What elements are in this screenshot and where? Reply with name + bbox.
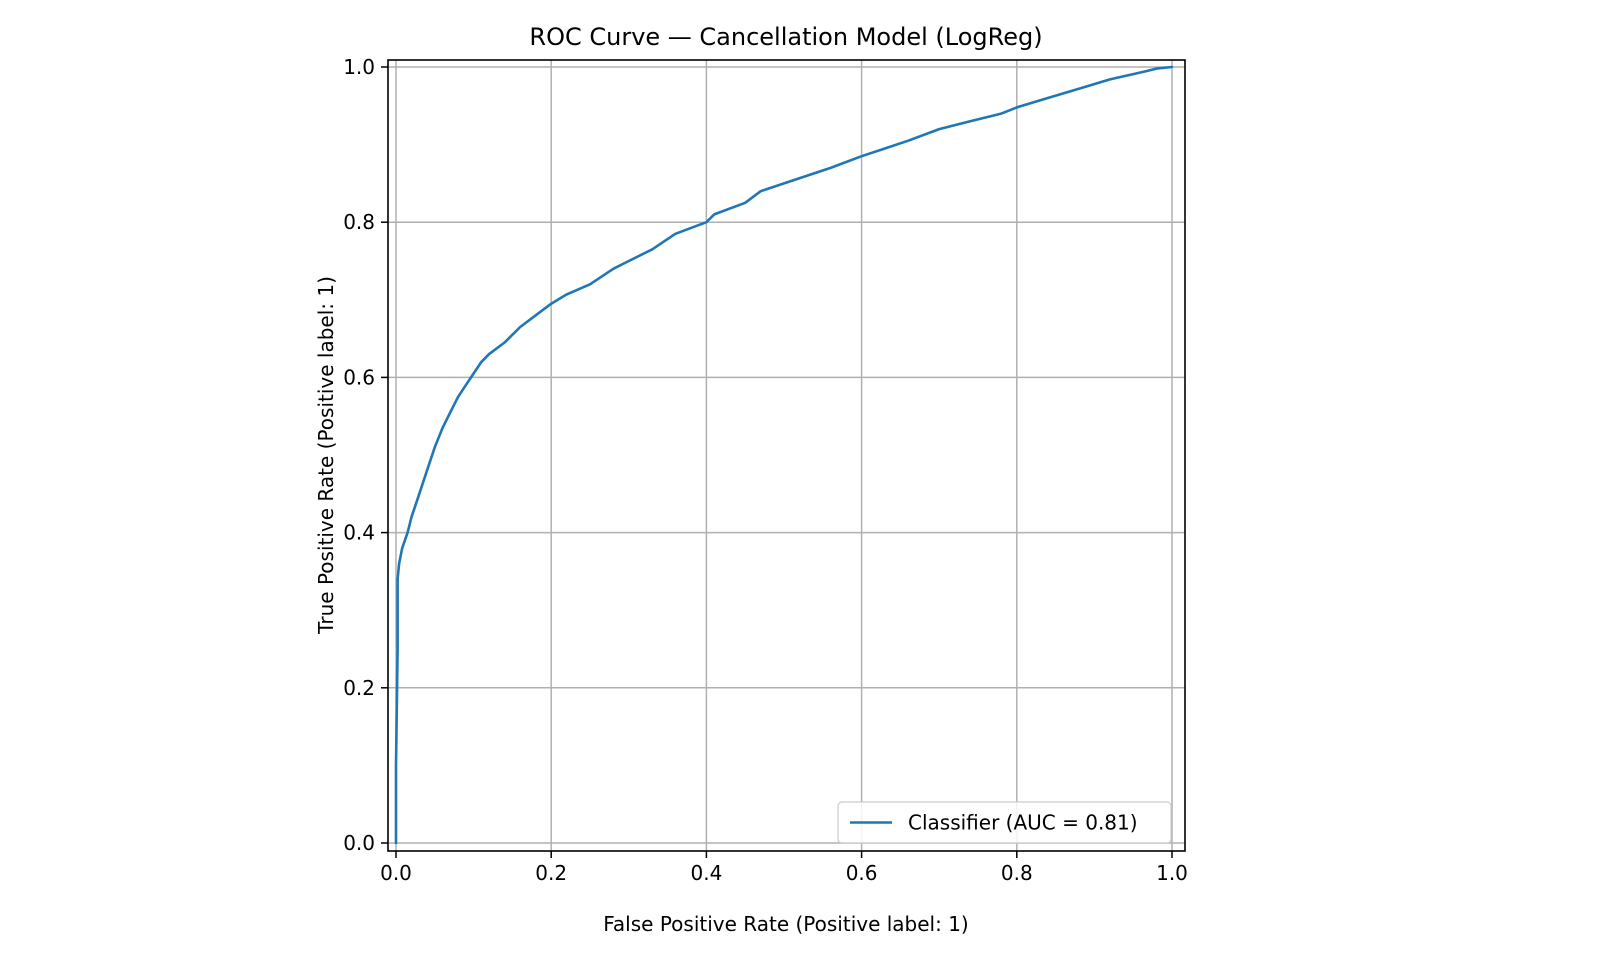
x-tick-label-1: 0.2: [535, 861, 567, 885]
x-axis-label: False Positive Rate (Positive label: 1): [603, 912, 969, 936]
x-tick-label-0: 0.0: [380, 861, 412, 885]
x-tick-label-2: 0.4: [690, 861, 722, 885]
x-tick-label-3: 0.6: [846, 861, 878, 885]
y-tick-label-4: 0.8: [343, 210, 375, 234]
y-tick-label-3: 0.6: [343, 365, 375, 389]
chart-title: ROC Curve — Cancellation Model (LogReg): [529, 23, 1042, 51]
legend: Classifier (AUC = 0.81): [837, 801, 1172, 844]
y-tick-label-2: 0.4: [343, 521, 375, 545]
legend-label: Classifier (AUC = 0.81): [908, 811, 1138, 835]
roc-curve-line: [394, 65, 1174, 845]
x-tick-label-5: 1.0: [1156, 861, 1188, 885]
grid-layer: [388, 60, 1185, 851]
y-axis-label: True Positive Rate (Positive label: 1): [314, 276, 338, 635]
legend-box: [837, 801, 1172, 844]
tick-layer: 0.0 0.2 0.4 0.6 0.8 1.0 0.0 0.2 0.4 0.6 0.8 1.0: [343, 55, 1188, 885]
y-tick-label-0: 0.0: [343, 831, 375, 855]
y-tick-label-5: 1.0: [343, 55, 375, 79]
curve-layer: [394, 65, 1174, 845]
y-tick-label-1: 0.2: [343, 676, 375, 700]
plot-frame: [387, 59, 1186, 852]
x-tick-label-4: 0.8: [1001, 861, 1033, 885]
